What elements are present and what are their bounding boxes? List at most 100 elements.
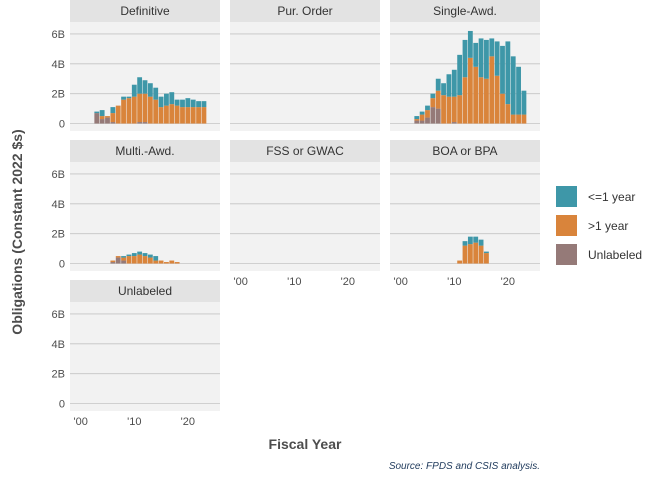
bar-1-year-2015	[158, 107, 164, 124]
bar-1-year-2008	[441, 95, 446, 124]
x-tick-label: '10	[127, 416, 141, 428]
bar-1-year-2015	[478, 245, 484, 264]
y-tick-label: 4B	[52, 199, 65, 211]
bar-1-year-2015	[158, 96, 164, 108]
bar-1-year-2008	[121, 96, 126, 100]
bar-1-year-2020	[185, 98, 191, 108]
facet-strip	[70, 0, 220, 22]
legend: <=1 year >1 year Unlabeled	[556, 186, 642, 265]
bar-1-year-2018	[174, 105, 180, 124]
facet-strip	[230, 140, 380, 162]
x-tick-label: '20	[341, 276, 355, 288]
bar-1-year-2012	[462, 245, 468, 264]
bar-1-year-2006	[430, 93, 436, 99]
bar-1-year-2023	[201, 101, 207, 108]
bar-1-year-2022	[196, 101, 201, 108]
bar-1-year-2009	[446, 96, 452, 124]
bar-unlabeled-2010	[451, 122, 457, 124]
bar-1-year-2011	[137, 251, 143, 255]
y-tick-label: 4B	[52, 59, 65, 71]
bar-1-year-2016	[164, 105, 169, 124]
bar-1-year-2007	[115, 256, 121, 258]
x-tick-label: '20	[181, 416, 195, 428]
facet-label: Multi.-Awd.	[115, 144, 174, 158]
bar-1-year-2011	[137, 77, 143, 94]
bar-1-year-2009	[126, 256, 132, 264]
x-tick-label: '00	[234, 276, 248, 288]
bar-1-year-2023	[201, 107, 207, 124]
bar-1-year-2003	[94, 111, 100, 114]
bar-1-year-2019	[500, 93, 505, 124]
bar-1-year-2013	[147, 257, 153, 264]
bar-unlabeled-2003	[94, 113, 100, 124]
bar-1-year-2016	[484, 78, 489, 124]
bar-1-year-2009	[126, 96, 132, 99]
bar-1-year-2016	[484, 39, 489, 79]
facet-strip	[70, 140, 220, 162]
bar-1-year-2021	[510, 114, 516, 124]
bar-unlabeled-2006	[110, 122, 116, 124]
panel-definitive: Definitive 0 2B 4B 6B	[52, 0, 220, 131]
bar-1-year-2008	[121, 257, 126, 261]
bar-1-year-2010	[131, 84, 137, 97]
y-tick-label: 4B	[52, 339, 65, 351]
bar-1-year-2003	[414, 116, 420, 120]
bar-1-year-2010	[451, 69, 457, 97]
bar-1-year-2014	[153, 256, 159, 261]
y-tick-label: 0	[59, 399, 65, 411]
legend-label-1-year: <=1 year	[588, 190, 635, 204]
bar-1-year-2008	[121, 256, 126, 258]
bar-1-year-2010	[131, 256, 137, 264]
bar-1-year-2010	[451, 96, 457, 123]
bar-1-year-2009	[446, 74, 452, 97]
facet-label: Unlabeled	[118, 284, 172, 298]
bar-1-year-2020	[505, 41, 511, 105]
panel-pur-order: Pur. Order	[230, 0, 380, 131]
bar-1-year-2007	[435, 78, 441, 91]
panel-fss-or-gwac: FSS or GWAC '00 '10 '20	[230, 140, 380, 288]
bar-1-year-2006	[430, 98, 436, 108]
bar-1-year-2014	[473, 66, 479, 124]
panel-boa-or-bpa: BOA or BPA '00 '10 '20	[390, 140, 540, 288]
bar-1-year-2007	[435, 90, 441, 109]
y-tick-label: 0	[59, 259, 65, 271]
legend-swatch-unlabeled	[556, 244, 577, 265]
bar-1-year-2020	[505, 104, 511, 124]
legend-label-unlabeled: Unlabeled	[588, 248, 642, 262]
x-tick-label: '10	[447, 276, 461, 288]
bar-1-year-2015	[478, 77, 484, 124]
bar-1-year-2007	[115, 105, 121, 124]
bar-1-year-2017	[169, 104, 175, 124]
bar-1-year-2008	[441, 83, 446, 96]
bar-1-year-2005	[425, 105, 430, 111]
facet-label: BOA or BPA	[432, 144, 497, 158]
bar-1-year-2010	[131, 96, 137, 124]
bar-1-year-2004	[419, 114, 425, 121]
bar-1-year-2012	[462, 77, 468, 124]
bar-1-year-2016	[164, 262, 169, 264]
bar-1-year-2003	[414, 119, 420, 121]
bar-1-year-2013	[467, 30, 473, 58]
bar-1-year-2012	[142, 80, 148, 94]
panel-background	[230, 22, 380, 131]
bar-1-year-2017	[489, 38, 495, 57]
bar-1-year-2015	[158, 260, 164, 264]
bar-1-year-2019	[500, 45, 505, 94]
bar-1-year-2018	[494, 41, 500, 76]
bar-unlabeled-2004	[419, 120, 425, 124]
bar-1-year-2017	[169, 92, 175, 105]
bar-1-year-2022	[516, 114, 521, 124]
y-tick-label: 2B	[52, 369, 65, 381]
legend-swatch-1-year	[556, 186, 577, 207]
bar-1-year-2005	[105, 116, 110, 118]
bar-1-year-2004	[99, 110, 105, 117]
bar-1-year-2010	[131, 253, 137, 257]
bar-1-year-2014	[473, 236, 479, 243]
bar-1-year-2011	[137, 254, 143, 264]
bar-1-year-2011	[137, 93, 143, 123]
bar-1-year-2013	[467, 57, 473, 124]
bar-1-year-2022	[516, 66, 521, 115]
bar-1-year-2012	[142, 253, 148, 257]
bar-1-year-2012	[142, 93, 148, 123]
